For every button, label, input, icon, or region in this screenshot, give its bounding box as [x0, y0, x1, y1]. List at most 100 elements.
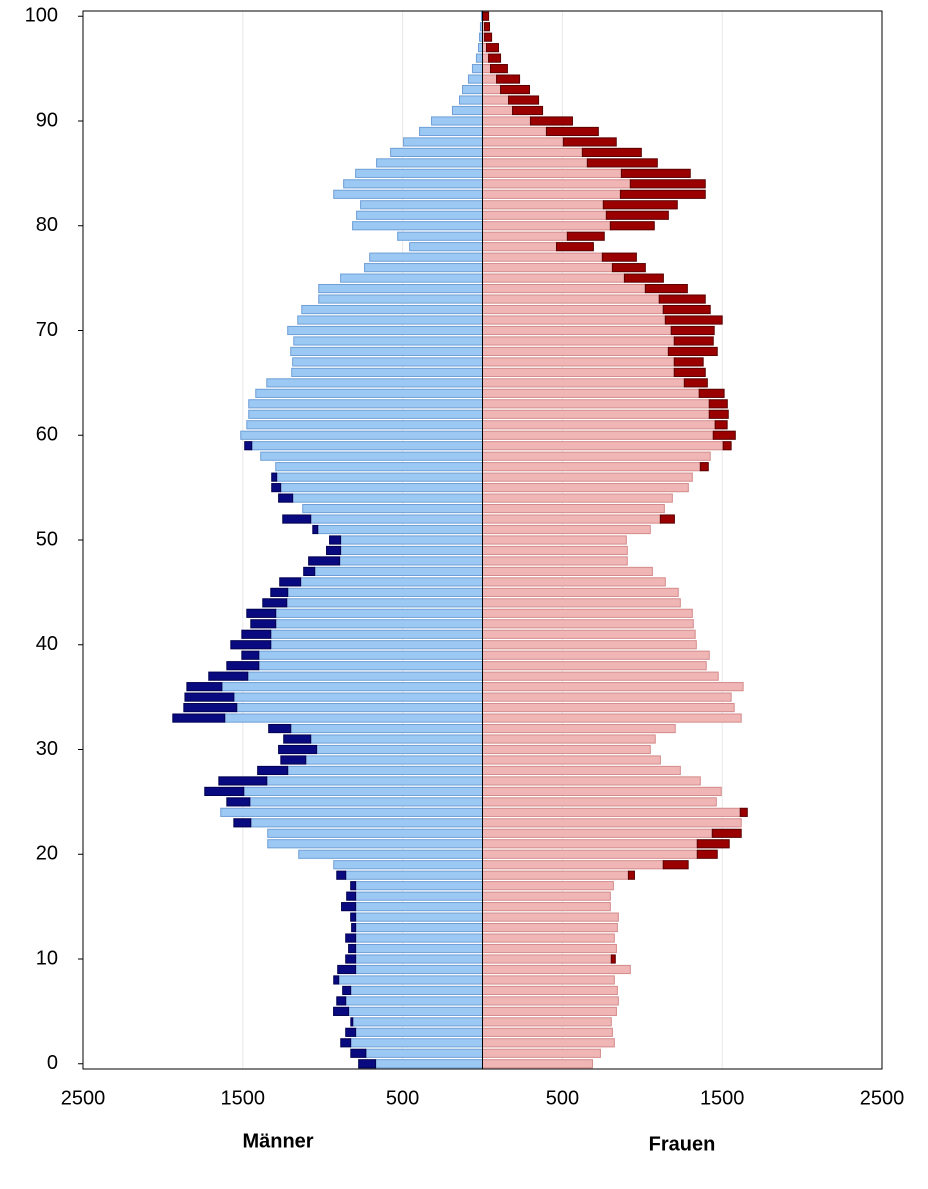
excess-bar	[708, 409, 729, 419]
bar	[482, 1006, 617, 1016]
excess-bar	[698, 388, 725, 398]
excess-bar	[226, 797, 251, 807]
bar	[482, 587, 679, 597]
bar	[482, 524, 651, 535]
excess-bar	[508, 95, 540, 105]
excess-bar	[218, 776, 268, 786]
bar	[482, 556, 628, 566]
bar	[250, 818, 483, 828]
excess-bar	[312, 524, 319, 535]
bar	[482, 943, 617, 954]
bar	[482, 252, 603, 262]
excess-bar	[333, 975, 340, 985]
excess-bar	[667, 346, 718, 357]
bar	[482, 797, 717, 807]
bar	[482, 828, 713, 838]
bar	[482, 703, 735, 713]
bar	[286, 598, 483, 608]
bar	[482, 158, 588, 168]
bar	[275, 619, 484, 629]
bar	[300, 577, 484, 587]
plot-frame	[82, 10, 883, 1070]
excess-bar	[186, 682, 223, 692]
excess-bar	[610, 954, 616, 964]
bar	[482, 661, 707, 671]
excess-bar	[342, 985, 352, 996]
bar	[258, 661, 483, 671]
bar	[482, 346, 669, 357]
bar	[255, 388, 483, 398]
bar	[482, 566, 653, 577]
bar	[482, 671, 719, 681]
excess-bar	[662, 304, 711, 315]
bar	[471, 64, 483, 74]
y-tick-label: 20	[36, 843, 58, 865]
bar	[482, 84, 502, 95]
bar	[482, 713, 742, 723]
bar	[482, 839, 698, 849]
bar	[343, 179, 483, 189]
bar	[355, 954, 484, 964]
bar	[280, 483, 483, 493]
excess-bar	[683, 378, 708, 388]
bar	[482, 147, 583, 158]
bar	[224, 713, 483, 723]
excess-bar	[351, 922, 357, 933]
bar	[482, 420, 716, 430]
bar	[246, 420, 483, 430]
bar	[482, 640, 697, 650]
bar	[482, 734, 656, 744]
excess-bar	[262, 598, 288, 608]
bar	[482, 409, 710, 419]
excess-bar	[283, 734, 312, 744]
bar	[478, 43, 484, 53]
excess-bar	[620, 168, 691, 178]
excess-bar	[712, 430, 736, 440]
bar	[482, 975, 615, 985]
excess-bar	[696, 849, 718, 859]
bar	[360, 200, 483, 210]
bar	[482, 818, 742, 828]
bar	[482, 336, 675, 346]
excess-bar	[271, 483, 282, 493]
excess-bar	[345, 933, 357, 943]
bar	[419, 126, 483, 137]
bar	[482, 357, 675, 367]
bar	[287, 325, 483, 336]
bar	[482, 399, 710, 409]
bar	[292, 357, 483, 367]
x-tick-label: 500	[546, 1087, 579, 1109]
bar	[482, 388, 700, 398]
bar	[302, 503, 483, 514]
bar	[482, 493, 673, 503]
bar	[482, 105, 514, 116]
bar	[482, 189, 621, 199]
bar	[482, 378, 685, 388]
excess-bar	[278, 744, 318, 755]
bar	[355, 168, 484, 178]
excess-bar	[345, 954, 357, 964]
y-tick-label: 30	[36, 738, 58, 760]
bar	[482, 367, 675, 377]
excess-bar	[644, 284, 688, 294]
excess-bar	[489, 64, 508, 74]
bar	[355, 891, 484, 901]
bar	[482, 744, 651, 755]
excess-bar	[250, 619, 277, 629]
x-tick-label: 500	[386, 1087, 419, 1109]
bar	[333, 860, 483, 870]
y-tick-label: 80	[36, 214, 58, 236]
bar	[482, 807, 741, 817]
bar	[482, 870, 629, 880]
bar	[297, 315, 484, 325]
excess-bar	[350, 881, 357, 891]
excess-bar	[244, 441, 253, 451]
bar	[482, 912, 619, 922]
bar	[482, 881, 614, 891]
excess-bar	[282, 514, 312, 524]
bar	[356, 210, 484, 220]
bar	[290, 346, 483, 357]
bar	[482, 126, 547, 137]
bar	[291, 367, 483, 377]
bar	[482, 619, 694, 629]
